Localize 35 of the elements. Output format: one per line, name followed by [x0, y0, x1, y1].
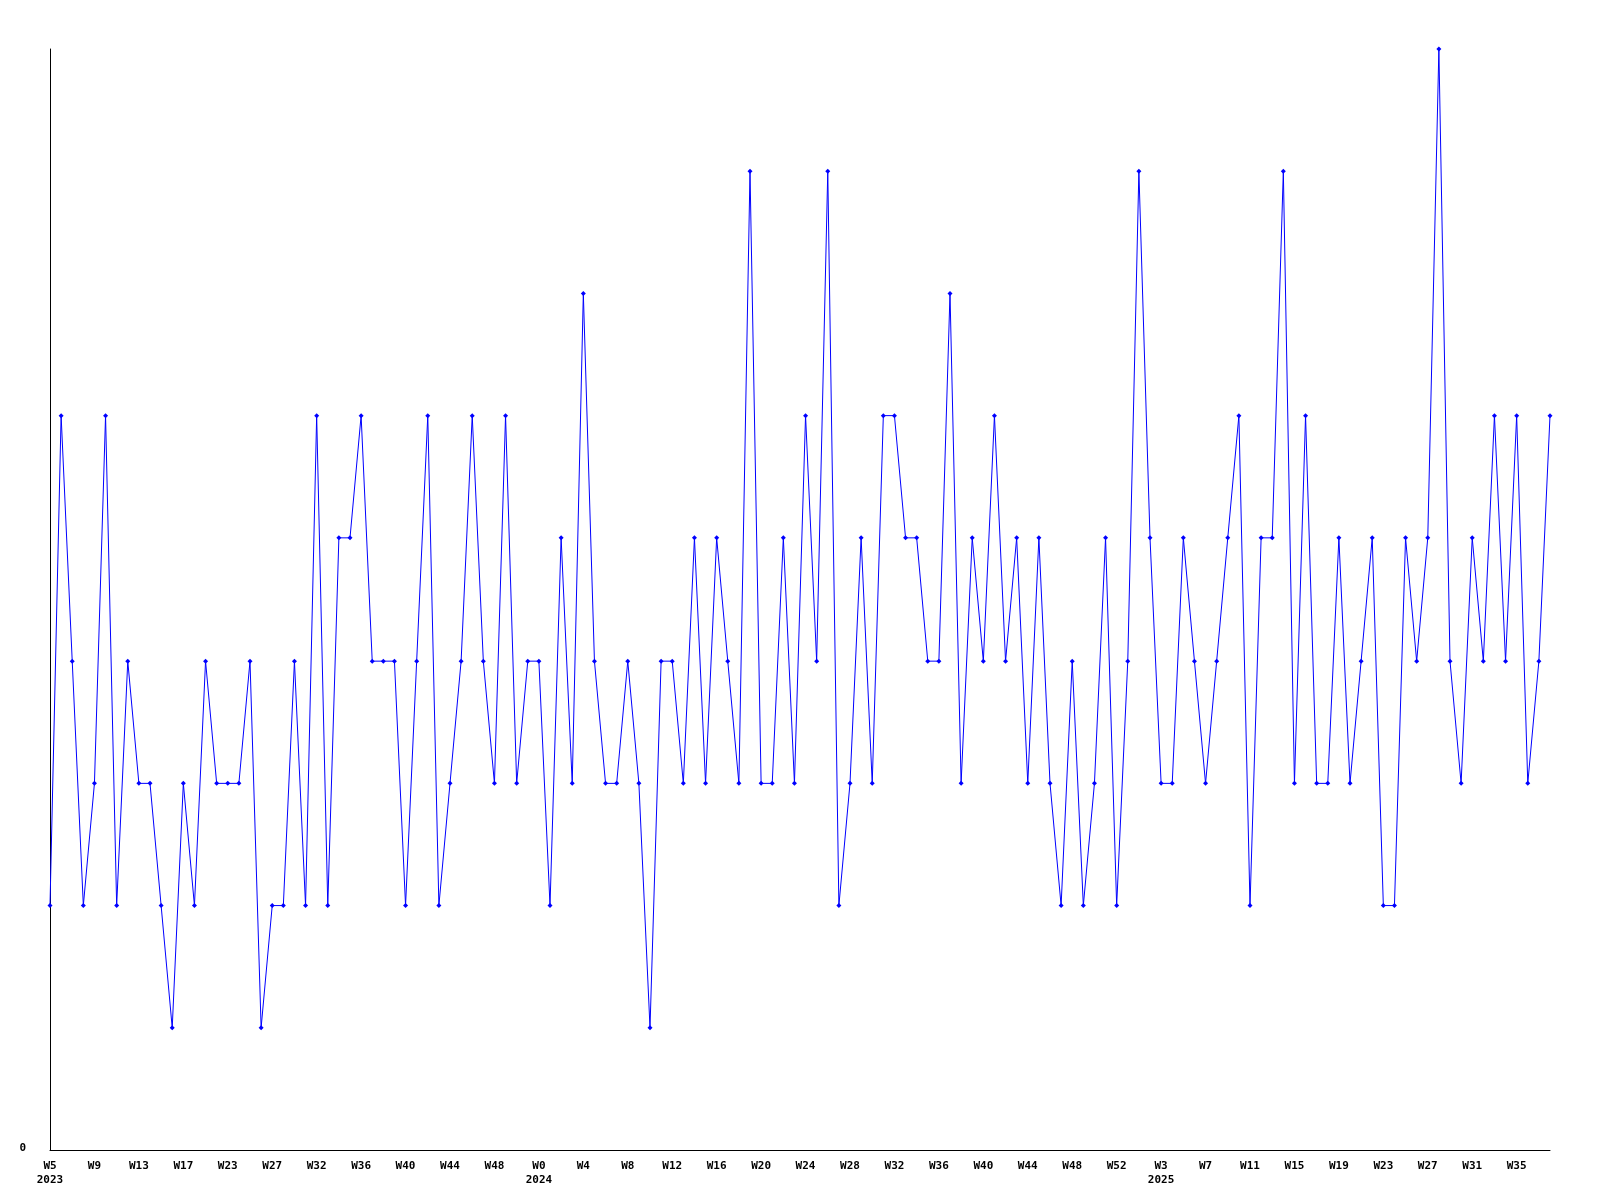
x-tick-label: W40 [973, 1158, 994, 1172]
x-tick-label: W15 [1284, 1158, 1305, 1172]
x-tick-label: W9 [87, 1158, 102, 1172]
x-tick-label: W0 2024 [525, 1158, 553, 1186]
x-tick-label: W31 [1462, 1158, 1483, 1172]
x-tick-label: W48 [1062, 1158, 1083, 1172]
x-tick-label: W20 [751, 1158, 772, 1172]
x-tick-label: W17 [173, 1158, 194, 1172]
x-tick-label: W28 [840, 1158, 860, 1172]
x-tick-label: W36 [928, 1158, 950, 1172]
x-tick-label: W24 [795, 1158, 816, 1172]
x-tick-label: W5 2023 [36, 1158, 64, 1186]
x-tick-label: W19 [1328, 1158, 1349, 1172]
x-tick-label: W23 [1373, 1158, 1394, 1172]
x-tick-label: W27 [1417, 1158, 1438, 1172]
x-tick-label: W16 [706, 1158, 727, 1172]
text: 0 [19, 1141, 26, 1154]
x-tick-label: W23 [217, 1158, 238, 1172]
x-tick-label: W3 2025 [1147, 1158, 1175, 1186]
x-tick-label: W12 [662, 1158, 683, 1172]
x-tick-label: W8 [621, 1158, 635, 1172]
x-tick-label: W52 [1106, 1158, 1127, 1172]
x-tick-label: W44 [440, 1158, 461, 1172]
x-tick-label: W4 [576, 1158, 591, 1172]
x-tick-label: W11 [1240, 1158, 1261, 1172]
x-tick-label: W36 [351, 1158, 372, 1172]
x-tick-label: W44 [1017, 1158, 1039, 1172]
x-tick-label: W40 [395, 1158, 416, 1172]
x-tick-label: W48 [484, 1158, 505, 1172]
x-tick-label: W32 [884, 1158, 905, 1172]
x-tick-label: W32 [306, 1158, 327, 1172]
x-tick-label: W27 [262, 1158, 283, 1172]
x-tick-label: W13 [128, 1158, 149, 1172]
x-tick-label: W35 [1506, 1158, 1527, 1172]
x-tick-label: W7 [1198, 1158, 1213, 1172]
